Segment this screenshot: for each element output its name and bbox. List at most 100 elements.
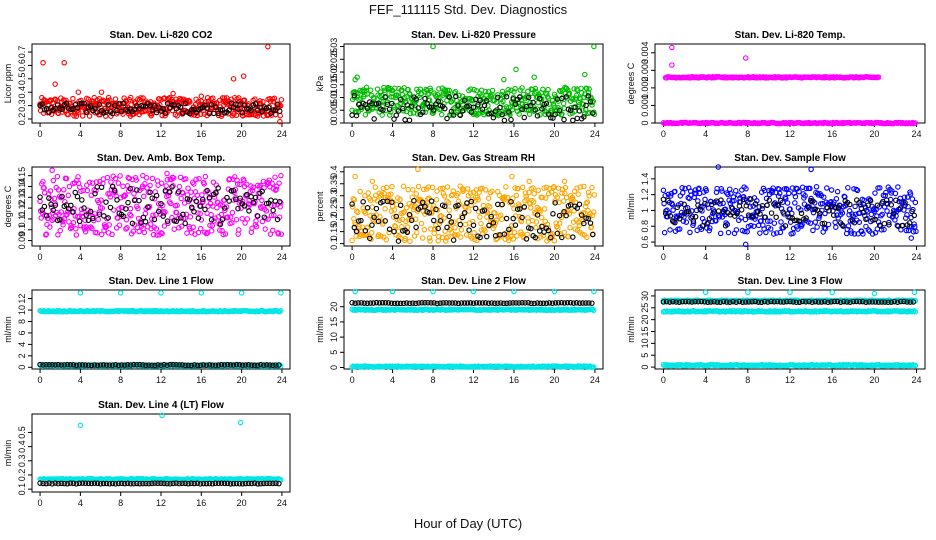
data-point [450,188,457,194]
data-point [591,192,598,198]
data-point [382,206,388,212]
data-point [394,364,400,370]
data-point-secondary [479,300,486,306]
data-point-secondary [76,218,83,225]
data-point-secondary [492,108,499,114]
data-point [505,234,511,241]
data-point-secondary [197,362,204,369]
y-tick-label: 1.4 [640,173,650,186]
data-point [522,190,529,196]
data-point-secondary [517,94,523,100]
data-point-secondary [699,223,706,229]
data-point [820,194,827,200]
data-point [397,196,403,203]
data-point-secondary [583,300,589,306]
x-tick-label: 0 [661,129,666,139]
data-point [411,204,417,210]
data-point [135,205,141,212]
data-point-secondary [227,362,234,368]
data-point [752,213,759,220]
data-point-secondary [191,362,198,368]
data-point-secondary [872,216,878,223]
data-point [278,200,284,206]
data-point-secondary [382,94,388,100]
outlier-point [509,173,515,180]
data-point-secondary [711,298,717,305]
data-point [725,229,732,236]
data-point [360,232,367,239]
data-point-secondary [835,204,842,210]
data-point-secondary [50,207,57,213]
data-point [731,197,737,204]
data-point-secondary [865,202,871,209]
data-point [895,184,901,190]
data-point [351,94,358,101]
data-point-secondary [258,361,264,368]
data-point-secondary [419,199,426,206]
data-point [475,208,482,215]
data-point [386,229,392,236]
data-point [142,181,148,187]
data-point-secondary [261,362,267,368]
x-tick-label: 8 [431,129,436,139]
data-point-secondary [351,224,358,231]
data-point-secondary [369,222,375,228]
data-point [539,194,546,201]
data-point-secondary [419,300,425,306]
data-point [438,106,444,112]
data-point [163,183,169,189]
data-point [816,215,822,222]
data-point [124,225,130,231]
data-point [670,207,676,213]
data-point-secondary [504,300,510,307]
data-point-secondary [58,362,64,368]
data-point-secondary [554,230,561,237]
y-tick-label: 0.14 [17,178,27,196]
data-point [512,185,518,191]
data-point [515,185,521,192]
data-point-secondary [847,201,853,208]
x-tick-label: 20 [549,375,559,385]
data-point [388,109,394,115]
y-tick-label: 0.35 [329,175,339,193]
data-point [678,200,684,207]
data-point [384,99,391,105]
data-point-secondary [142,219,149,225]
data-point [63,97,69,104]
outlier-point [742,241,749,248]
data-point-secondary [742,299,749,305]
data-point-secondary [483,233,490,240]
data-point [578,90,585,96]
data-point-secondary [497,104,503,111]
data-point-secondary [697,207,704,213]
data-point [123,216,130,223]
data-point-secondary [37,194,43,200]
data-point-secondary [448,219,455,225]
data-point [112,175,119,182]
data-point-secondary [101,213,107,219]
data-point-secondary [748,196,754,202]
data-point-secondary [519,214,525,221]
data-point [440,185,446,192]
data-point-secondary [248,193,254,200]
data-point-secondary [704,299,711,305]
data-point [730,194,737,200]
x-tick-label: 0 [661,252,666,262]
data-point [235,227,242,233]
panel-title: Stan. Dev. Line 1 Flow [109,276,214,287]
data-point [679,190,686,196]
data-point [201,181,207,187]
data-point [736,119,743,126]
data-point-secondary [170,361,176,368]
outlier-point [198,93,205,99]
data-point [733,227,740,233]
data-point-secondary [235,106,241,112]
data-point-secondary [431,107,437,113]
data-point [713,218,719,224]
data-point-secondary [442,203,448,210]
data-point-secondary [521,204,528,210]
x-tick-label: 24 [277,252,287,262]
data-point-secondary [169,102,175,108]
data-point [508,222,515,229]
